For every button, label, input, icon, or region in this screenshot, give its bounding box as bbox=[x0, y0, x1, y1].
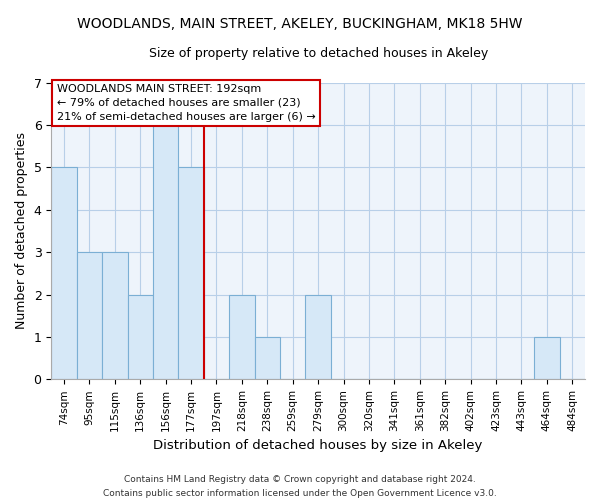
Text: Contains HM Land Registry data © Crown copyright and database right 2024.
Contai: Contains HM Land Registry data © Crown c… bbox=[103, 476, 497, 498]
Bar bbox=[229, 294, 254, 380]
Bar bbox=[128, 294, 153, 380]
X-axis label: Distribution of detached houses by size in Akeley: Distribution of detached houses by size … bbox=[154, 440, 483, 452]
Bar bbox=[51, 168, 77, 380]
Text: WOODLANDS, MAIN STREET, AKELEY, BUCKINGHAM, MK18 5HW: WOODLANDS, MAIN STREET, AKELEY, BUCKINGH… bbox=[77, 18, 523, 32]
Title: Size of property relative to detached houses in Akeley: Size of property relative to detached ho… bbox=[149, 48, 488, 60]
Bar bbox=[102, 252, 128, 380]
Y-axis label: Number of detached properties: Number of detached properties bbox=[15, 132, 28, 330]
Bar bbox=[153, 125, 178, 380]
Text: WOODLANDS MAIN STREET: 192sqm
← 79% of detached houses are smaller (23)
21% of s: WOODLANDS MAIN STREET: 192sqm ← 79% of d… bbox=[56, 84, 316, 122]
Bar bbox=[534, 337, 560, 380]
Bar bbox=[77, 252, 102, 380]
Bar bbox=[305, 294, 331, 380]
Bar bbox=[254, 337, 280, 380]
Bar bbox=[178, 168, 204, 380]
